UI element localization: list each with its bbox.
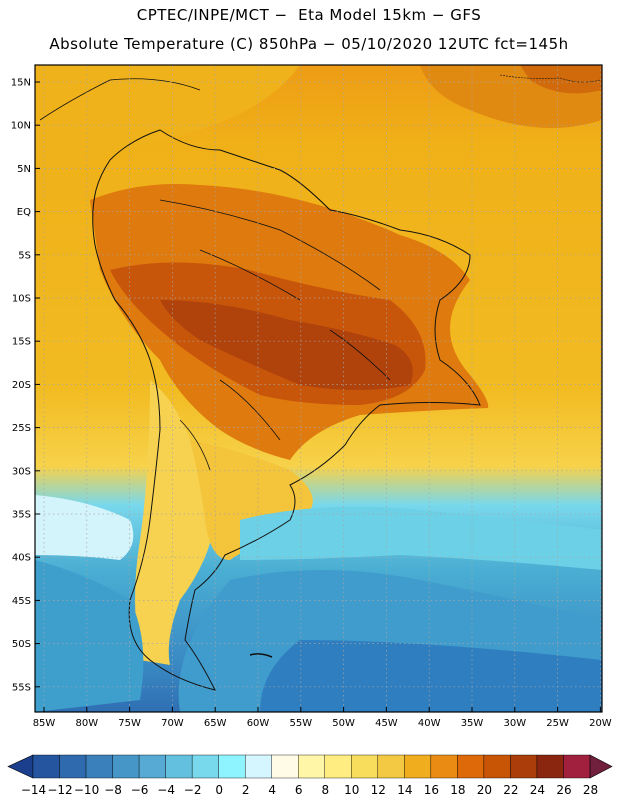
lon-tick-label: 75W: [118, 718, 141, 729]
longitude-axis: 85W 80W 75W 70W 65W 60W 55W 50W 45W 40W 35W 30W 25W 2…: [33, 707, 612, 729]
lat-tick-label: 45S: [12, 596, 31, 607]
colorbar-label: 0: [215, 783, 223, 797]
lat-tick-label: 20S: [12, 380, 31, 391]
lat-tick-label: 25S: [12, 423, 31, 434]
colorbar-swatch: [377, 754, 405, 779]
title-line-1: CPTEC/INPE/MCT − Eta Model 15km − GFS: [136, 6, 482, 24]
colorbar-swatch: [324, 754, 352, 779]
colorbar-swatch: [457, 754, 485, 779]
colorbar-swatch: [32, 754, 60, 779]
lat-tick-label: 5N: [17, 164, 31, 175]
colorbar-label: −6: [131, 783, 149, 797]
colorbar-swatch: [563, 754, 591, 779]
colorbar-label: −12: [47, 783, 72, 797]
colorbar-swatch: [483, 754, 511, 779]
colorbar-swatch: [536, 754, 564, 779]
central-america-coast: [39, 78, 201, 121]
colorbar-label: 2: [242, 783, 250, 797]
colorbar-label: 20: [477, 783, 492, 797]
country-borders: [159, 199, 391, 471]
colorbar-swatch: [351, 754, 379, 779]
title-line-2: Absolute Temperature (C) 850hPa − 05/10/…: [49, 35, 569, 53]
lat-tick-label: 50S: [12, 639, 31, 650]
colorbar-label: 26: [556, 783, 571, 797]
lon-tick-label: 40W: [418, 718, 441, 729]
lon-tick-label: 45W: [375, 718, 398, 729]
lon-tick-label: 70W: [161, 718, 184, 729]
colorbar-label: 14: [397, 783, 412, 797]
colorbar-label: 16: [424, 783, 439, 797]
lon-tick-label: 25W: [546, 718, 569, 729]
colorbar-label: 10: [344, 783, 359, 797]
pampas-warm: [190, 440, 313, 560]
field-layer: [35, 65, 602, 712]
colorbar-label: 22: [503, 783, 518, 797]
warm-sea-nw: [35, 65, 300, 200]
lat-tick-label: 10N: [11, 121, 31, 132]
cold-pacific-south: [35, 560, 144, 712]
colorbar-swatch: [298, 754, 325, 779]
colorbar: [7, 754, 613, 779]
colorbar-swatch: [218, 754, 246, 779]
colorbar-label: −8: [104, 783, 122, 797]
pale-pacific-band: [35, 495, 134, 560]
colorbar-label: 4: [268, 783, 276, 797]
colorbar-label: 24: [530, 783, 545, 797]
lon-tick-label: 20W: [589, 718, 612, 729]
lon-tick-label: 35W: [461, 718, 484, 729]
colorbar-label: 18: [450, 783, 465, 797]
colorbar-swatch: [271, 754, 299, 779]
lon-tick-label: 80W: [75, 718, 98, 729]
falkland-islands: [249, 653, 273, 658]
cold-atlantic-deep: [260, 640, 602, 712]
hot-sea-ne: [520, 65, 602, 94]
colorbar-swatch: [510, 754, 538, 779]
colorbar-swatch: [430, 754, 458, 779]
colorbar-swatch: [112, 754, 140, 779]
graticule: [35, 65, 602, 712]
colorbar-max-arrow: [589, 754, 613, 779]
lat-tick-label: 55S: [12, 682, 31, 693]
colorbar-swatch: [404, 754, 432, 779]
lat-tick-label: EQ: [17, 207, 31, 218]
colorbar-swatch: [85, 754, 113, 779]
map-frame: [34, 64, 603, 713]
lat-tick-label: 30S: [12, 466, 31, 477]
lat-tick-label: 10S: [12, 294, 31, 305]
lon-tick-label: 60W: [247, 718, 270, 729]
colorbar-swatch: [165, 754, 193, 779]
colorbar-min-arrow: [7, 754, 34, 779]
colorbar-label: −10: [74, 783, 99, 797]
colorbar-swatch: [191, 754, 219, 779]
colorbar-label: −2: [184, 783, 202, 797]
lat-tick-label: 40S: [12, 553, 31, 564]
land-hottest-zone: [160, 300, 413, 390]
latitude-axis: 15N 10N 5N EQ 5S 10S 15S 20S 25S 30S 35S 40S 45S 50S 5…: [11, 78, 40, 693]
colorbar-label: 12: [371, 783, 386, 797]
lon-tick-label: 50W: [332, 718, 355, 729]
caribbean-islands: [499, 74, 601, 83]
coastline: [92, 129, 481, 691]
colorbar-swatch: [59, 754, 87, 779]
colorbar-swatch: [244, 754, 272, 779]
lat-tick-label: 5S: [18, 250, 31, 261]
colorbar-label: 28: [583, 783, 598, 797]
colorbar-label: −14: [21, 783, 46, 797]
cyan-band: [240, 506, 602, 570]
colorbar-label: 8: [321, 783, 329, 797]
colorbar-label: −4: [157, 783, 175, 797]
lon-tick-label: 55W: [289, 718, 312, 729]
lon-tick-label: 65W: [204, 718, 227, 729]
lon-tick-label: 85W: [33, 718, 56, 729]
lat-tick-label: 35S: [12, 510, 31, 521]
lat-tick-label: 15N: [11, 78, 31, 89]
colorbar-labels: −14 −12 −10 −8 −6 −4 −2 0 2 4 6 8 10 12 14 16 18 20 22 24 26…: [21, 783, 598, 797]
colorbar-label: 6: [295, 783, 303, 797]
lat-tick-label: 15S: [12, 337, 31, 348]
colorbar-swatch: [138, 754, 166, 779]
lon-tick-label: 30W: [503, 718, 526, 729]
